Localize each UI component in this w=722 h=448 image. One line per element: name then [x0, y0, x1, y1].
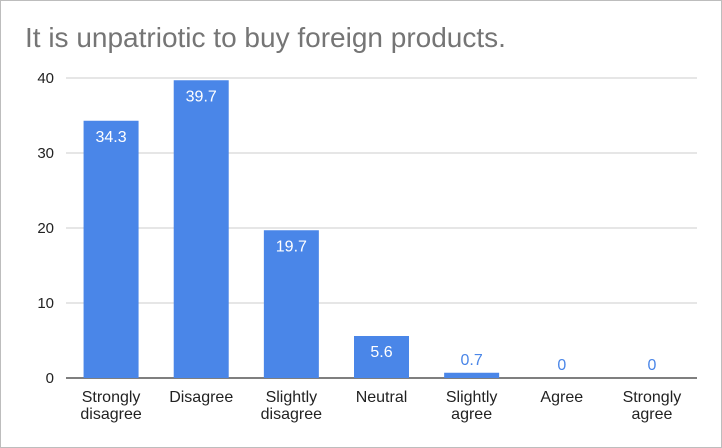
data-label: 34.3: [96, 129, 127, 146]
x-tick-label: Slightly: [266, 389, 318, 406]
bar: [173, 80, 229, 378]
data-label: 0: [557, 357, 566, 374]
chart-title: It is unpatriotic to buy foreign product…: [25, 22, 506, 53]
x-tick-label: disagree: [80, 406, 141, 423]
bar: [83, 120, 139, 378]
x-tick-label: Slightly: [446, 389, 498, 406]
data-label: 39.7: [186, 88, 217, 105]
x-tick-label: Disagree: [169, 389, 233, 406]
bar: [263, 230, 319, 378]
x-tick-label: Strongly: [623, 389, 682, 406]
x-tick-label: agree: [451, 406, 492, 423]
bar: [354, 336, 409, 378]
y-tick-label: 40: [37, 70, 54, 87]
y-tick-label: 0: [46, 370, 54, 387]
x-tick-label: Strongly: [82, 389, 141, 406]
data-label: 5.6: [370, 344, 392, 361]
data-label: 0: [647, 357, 656, 374]
x-tick-label: disagree: [261, 406, 322, 423]
data-label: 0.7: [461, 352, 483, 369]
y-tick-label: 20: [37, 220, 54, 237]
data-label: 19.7: [276, 238, 307, 255]
bar: [444, 372, 500, 378]
x-tick-label: Neutral: [356, 389, 408, 406]
x-tick-label: agree: [631, 406, 672, 423]
y-tick-label: 30: [37, 145, 54, 162]
y-tick-label: 10: [37, 295, 54, 312]
x-tick-label: Agree: [540, 389, 583, 406]
